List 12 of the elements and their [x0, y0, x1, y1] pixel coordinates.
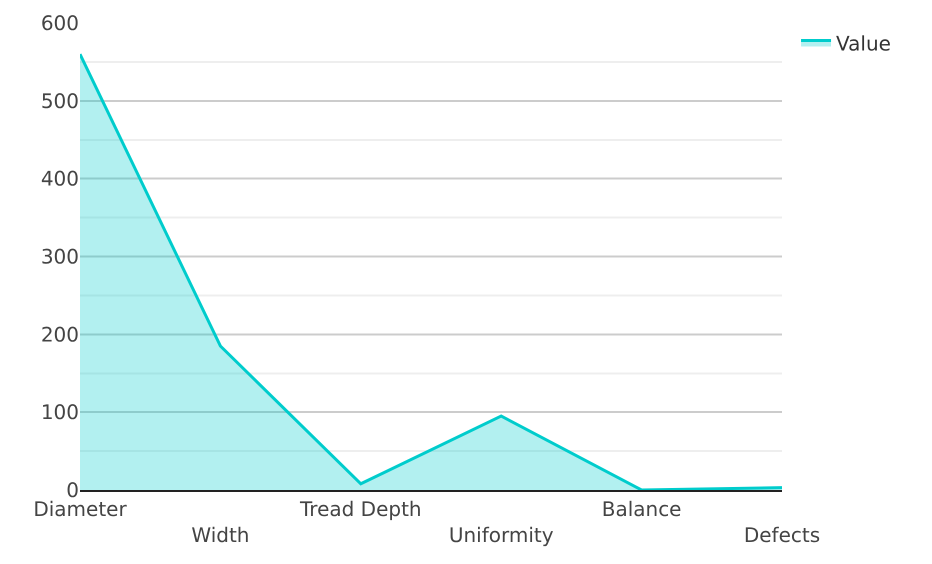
- legend-label: Value: [836, 31, 891, 56]
- x-tick-label: Tread Depth: [299, 496, 422, 521]
- y-tick-label: 100: [40, 400, 79, 424]
- x-tick-label: Uniformity: [448, 522, 554, 547]
- y-tick-label: 400: [40, 166, 79, 191]
- x-tick-label: Defects: [744, 522, 820, 547]
- y-tick-label: 600: [40, 11, 79, 35]
- x-tick-label: Width: [191, 522, 250, 547]
- y-tick-label: 200: [40, 322, 79, 346]
- y-tick-label: 300: [40, 244, 79, 268]
- x-tick-label: Balance: [602, 496, 682, 521]
- y-tick-label: 500: [40, 88, 79, 113]
